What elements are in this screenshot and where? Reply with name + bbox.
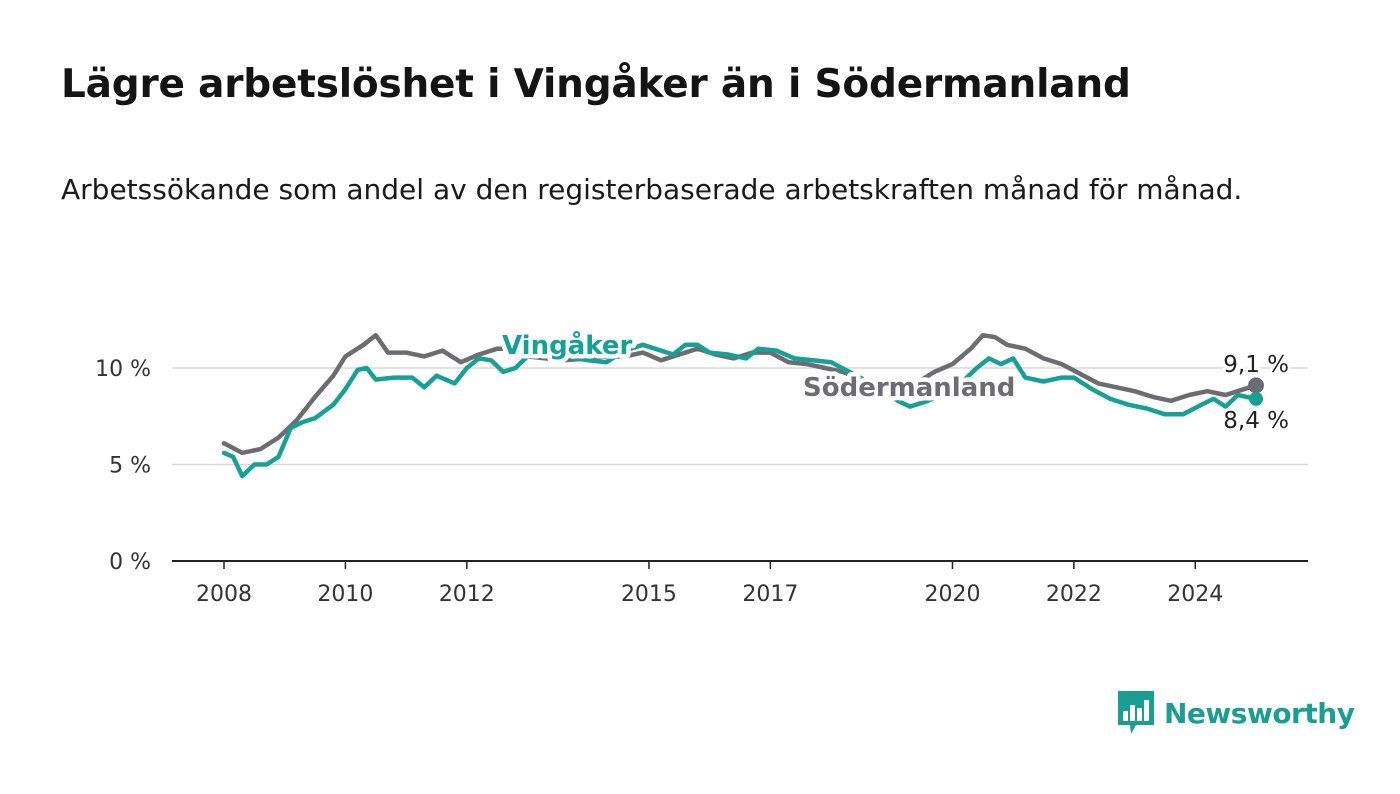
y-tick-label: 0 % xyxy=(109,550,151,575)
axes: 0 % 5 % 10 % 2008 2010 2012 2015 2017 2020 2022 20… xyxy=(95,357,1308,607)
series-lines xyxy=(221,332,1259,479)
end-point-marker xyxy=(1248,377,1264,394)
x-tick-label: 2017 xyxy=(742,582,798,607)
end-point-marker xyxy=(1249,391,1263,406)
newsworthy-logo-icon xyxy=(1118,691,1154,734)
grid-lines xyxy=(172,367,1308,466)
x-tick-label: 2022 xyxy=(1046,582,1102,607)
x-tick-label: 2020 xyxy=(924,582,980,607)
x-tick-label: 2010 xyxy=(317,582,373,607)
y-tick-label: 10 % xyxy=(95,357,151,382)
series-labels: Vingåker Södermanland 9,1 % 8,4 % xyxy=(498,325,1293,438)
end-value-label: 8,4 % xyxy=(1223,408,1289,434)
series-line xyxy=(221,342,1259,479)
x-tick-label: 2012 xyxy=(439,582,495,607)
y-tick-label: 5 % xyxy=(109,454,151,479)
x-tick-label: 2008 xyxy=(196,582,252,607)
series-label: Vingåker xyxy=(502,329,632,361)
end-value-label: 9,1 % xyxy=(1223,352,1289,378)
newsworthy-brand[interactable]: Newsworthy xyxy=(1118,690,1355,736)
chart-title: Lägre arbetslöshet i Vingåker än i Söder… xyxy=(61,62,1131,107)
x-tick-label: 2024 xyxy=(1167,582,1223,607)
x-tick-label: 2015 xyxy=(621,582,677,607)
chart-subtitle: Arbetssökande som andel av den registerb… xyxy=(61,173,1243,206)
brand-name: Newsworthy xyxy=(1164,696,1355,730)
series-label: Södermanland xyxy=(803,373,1015,403)
